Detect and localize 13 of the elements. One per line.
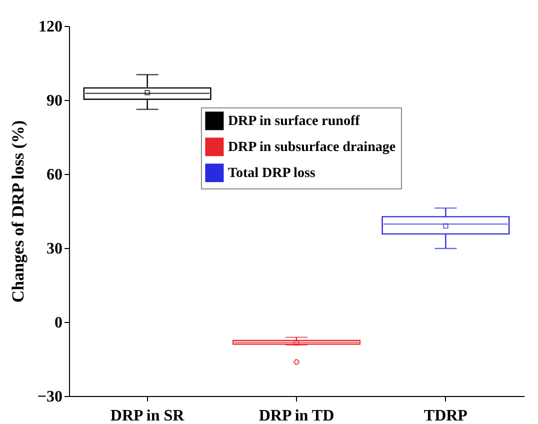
legend-label: DRP in subsurface drainage — [228, 140, 396, 155]
x-tick-label: TDRP — [424, 408, 468, 424]
y-tick-label: 0 — [54, 314, 62, 332]
legend-label: DRP in surface runoff — [228, 114, 360, 129]
y-tick-label: 30 — [46, 240, 62, 258]
legend-label: Total DRP loss — [228, 166, 316, 181]
y-axis-title: Changes of DRP loss (%) — [8, 120, 28, 303]
y-tick-label: −30 — [37, 388, 62, 406]
y-tick-label: 60 — [46, 166, 62, 184]
y-tick-label: 120 — [38, 18, 62, 36]
x-tick-label: DRP in TD — [258, 408, 334, 424]
y-tick-label: 90 — [46, 92, 62, 110]
x-tick-label: DRP in SR — [110, 408, 185, 424]
